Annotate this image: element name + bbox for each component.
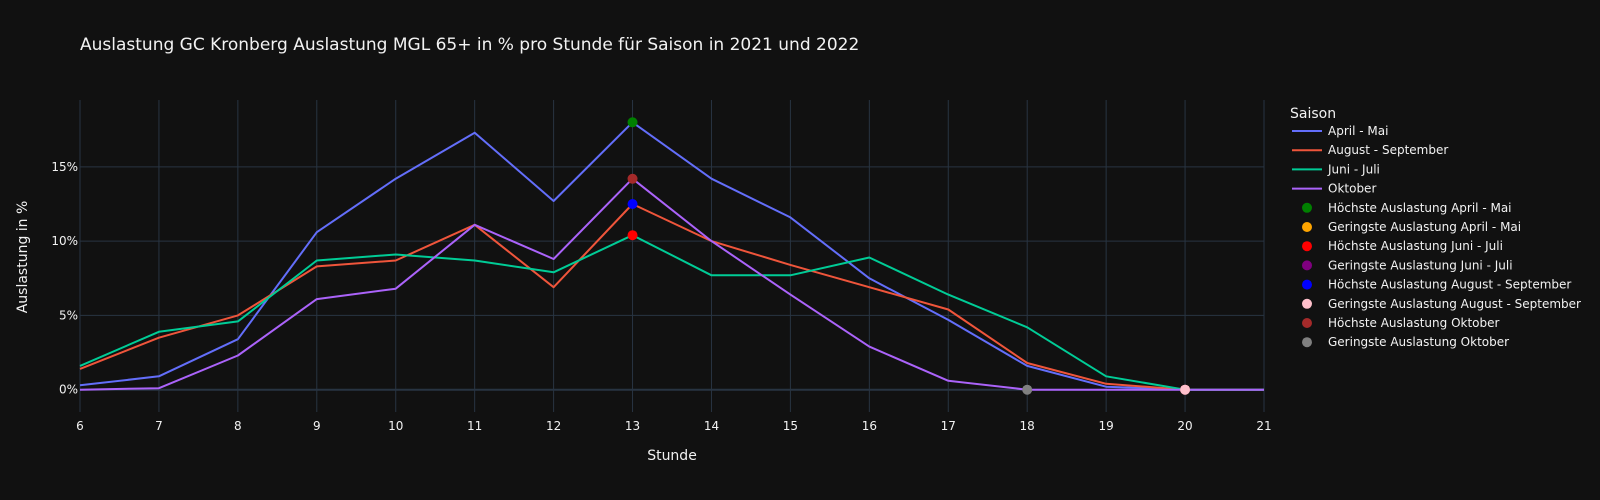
y-tick-label: 0%	[59, 383, 78, 397]
legend-entry: Höchste Auslastung April - Mai	[1328, 201, 1512, 215]
x-tick-label: 19	[1098, 419, 1113, 433]
legend-entry: Geringste Auslastung Juni - Juli	[1328, 258, 1513, 272]
x-tick-label: 18	[1020, 419, 1035, 433]
legend-swatch-marker	[1302, 260, 1312, 271]
marker-points	[627, 117, 1191, 395]
legend-swatch-marker	[1302, 279, 1312, 290]
x-axis-title: Stunde	[647, 448, 697, 464]
legend-entry: August - September	[1328, 143, 1448, 157]
x-tick-label: 8	[234, 419, 242, 433]
y-tick-label: 15%	[51, 160, 78, 174]
legend-title: Saison	[1290, 106, 1336, 122]
legend-entry: Oktober	[1328, 182, 1376, 196]
grid-lines	[79, 100, 1265, 412]
series-line-0	[79, 121, 1264, 391]
x-tick-label: 10	[388, 419, 403, 433]
legend-entry: Geringste Auslastung Oktober	[1328, 335, 1509, 349]
legend-entry: Geringste Auslastung April - Mai	[1328, 220, 1521, 234]
legend-entry: Höchste Auslastung Oktober	[1328, 316, 1500, 330]
legend-swatch-marker	[1302, 298, 1312, 309]
marker-point-2	[627, 230, 638, 241]
legend-entry: Geringste Auslastung August - September	[1328, 297, 1581, 311]
series-line-3	[79, 177, 1264, 391]
legend-swatch-marker	[1302, 241, 1312, 252]
chart-title: Auslastung GC Kronberg Auslastung MGL 65…	[80, 35, 859, 55]
x-tick-label: 21	[1256, 419, 1271, 433]
x-tick-label: 16	[862, 419, 877, 433]
legend-swatch-marker	[1302, 337, 1312, 348]
x-tick-label: 20	[1177, 419, 1192, 433]
legend-entry: Höchste Auslastung Juni - Juli	[1328, 239, 1503, 253]
y-tick-label: 5%	[59, 308, 78, 322]
y-tick-label: 10%	[51, 234, 78, 248]
x-tick-label: 12	[546, 419, 561, 433]
x-tick-label: 13	[625, 419, 640, 433]
series-line-2	[79, 234, 1264, 391]
legend: Saison April - Mai August - September Juni…	[1290, 106, 1581, 349]
legend-entry: Juni - Juli	[1327, 162, 1380, 176]
legend-swatch-marker	[1302, 222, 1312, 232]
legend-entry: April - Mai	[1328, 124, 1388, 138]
marker-point-4	[627, 199, 638, 209]
x-tick-label: 9	[313, 419, 321, 433]
x-tick-label: 17	[941, 419, 956, 433]
series-lines	[79, 121, 1264, 391]
legend-swatch-marker	[1302, 318, 1312, 328]
legend-swatch-marker	[1302, 202, 1312, 213]
y-axis-title: Auslastung in %	[15, 201, 31, 314]
marker-point-6	[627, 173, 638, 184]
x-axis-ticks: 6 7 8 9 10 11 12 13 14 15 16 17 18 19 20 21	[76, 419, 1271, 433]
marker-point-7	[1022, 384, 1033, 395]
x-tick-label: 15	[783, 419, 798, 433]
x-tick-label: 11	[467, 419, 482, 433]
legend-entry: Höchste Auslastung August - September	[1328, 278, 1571, 292]
x-tick-label: 14	[704, 419, 719, 433]
y-axis-ticks: 0% 5% 10% 15%	[51, 160, 78, 397]
x-tick-label: 7	[155, 419, 163, 433]
marker-point-0	[627, 117, 638, 128]
x-tick-label: 6	[76, 419, 84, 433]
marker-point-5	[1180, 384, 1191, 395]
